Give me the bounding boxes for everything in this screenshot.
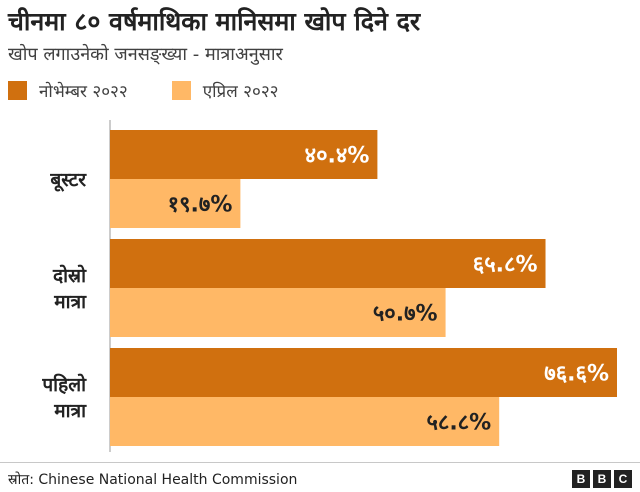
category-label: मात्रा xyxy=(53,291,87,313)
bbc-logo: B B C xyxy=(569,470,632,488)
category-label: बूस्टर xyxy=(49,169,87,192)
legend-label-april: एप्रिल २०२२ xyxy=(202,81,279,102)
chart-title: चीनमा ८० वर्षमाथिका मानिसमा खोप दिने दर xyxy=(8,7,421,36)
data-label: ५८.८% xyxy=(426,411,491,436)
bar xyxy=(110,239,546,288)
bar xyxy=(110,397,500,446)
legend-item-november: नोभेम्बर २०२२ xyxy=(8,79,128,102)
chart-subtitle: खोप लगाउनेको जनसङ्ख्या - मात्राअनुसार xyxy=(8,44,283,65)
data-label: १९.७% xyxy=(168,193,233,218)
bar xyxy=(110,179,241,228)
bbc-logo-block: B xyxy=(593,470,611,488)
data-label: ५०.७% xyxy=(373,302,438,327)
footer-divider xyxy=(0,462,640,463)
legend-swatch-november xyxy=(8,80,27,100)
bar xyxy=(110,288,446,337)
bar xyxy=(110,348,617,397)
category-label: पहिलो xyxy=(41,373,87,396)
legend-item-april: एप्रिल २०२२ xyxy=(171,79,279,102)
legend-swatch-april xyxy=(171,80,191,100)
bar-chart: ४०.४% १९.७% बूस्टर ६५.८% ५०.७% दोस्रो मात्रा ७६… xyxy=(41,120,617,452)
data-label: ७६.६% xyxy=(544,362,609,387)
data-label: ६५.८% xyxy=(473,253,538,278)
bar xyxy=(110,130,378,179)
legend-label-november: नोभेम्बर २०२२ xyxy=(39,81,128,102)
data-label: ४०.४% xyxy=(305,144,370,169)
bbc-logo-block: B xyxy=(572,470,590,488)
source-note: स्रोत: Chinese National Health Commissio… xyxy=(8,472,298,488)
bbc-logo-block: C xyxy=(614,470,632,488)
category-label: दोस्रो xyxy=(52,264,87,287)
category-label: मात्रा xyxy=(53,400,87,422)
legend: नोभेम्बर २०२२ एप्रिल २०२२ xyxy=(8,78,323,102)
